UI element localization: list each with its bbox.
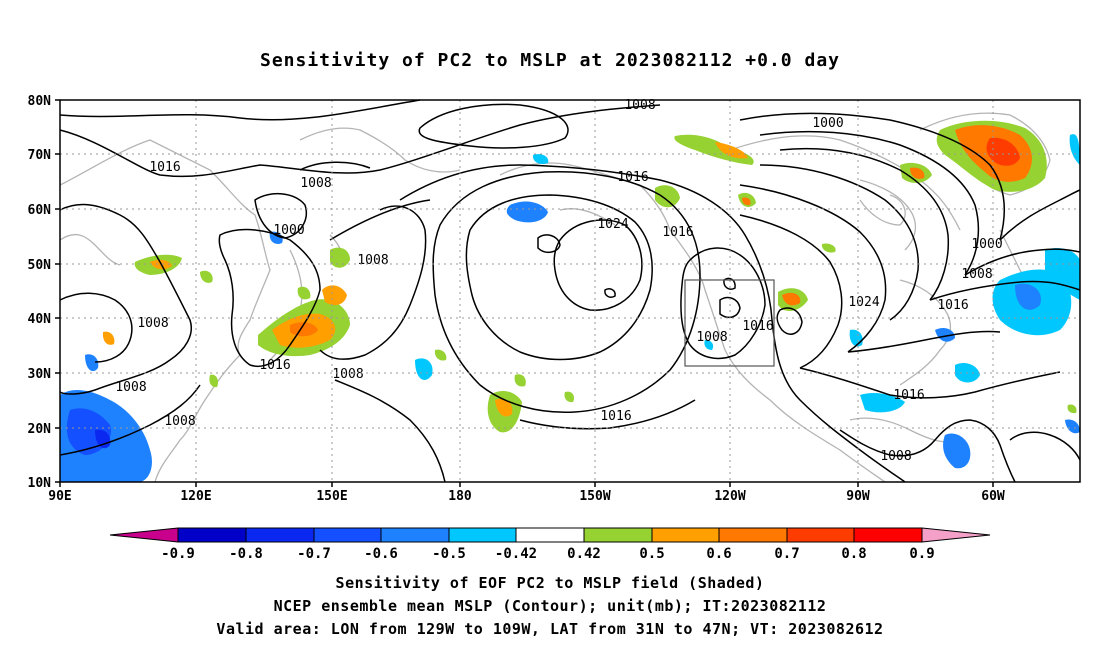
contour-label: 1024: [848, 295, 879, 310]
colorbar-cell: [449, 528, 516, 542]
lon-tick-label: 180: [448, 489, 472, 504]
colorbar-cell: [246, 528, 314, 542]
contour-label: 1000: [273, 223, 304, 238]
chart-title: Sensitivity of PC2 to MSLP at 2023082112…: [259, 50, 840, 71]
lat-tick-label: 60N: [28, 203, 52, 218]
colorbar-cell: [314, 528, 381, 542]
caption-line-3: Valid area: LON from 129W to 109W, LAT f…: [216, 620, 884, 638]
colorbar-label: -0.9: [161, 546, 195, 562]
mslp-contours: [59, 99, 1081, 483]
valid-area-box: [684, 279, 775, 367]
lon-tick-label: 120E: [180, 489, 211, 504]
contour-label: 1016: [662, 225, 693, 240]
lon-tick-label: 90W: [846, 489, 870, 504]
colorbar: -0.9 -0.8 -0.7 -0.6 -0.5 -0.42 0.42 0.5 …: [109, 527, 991, 562]
lon-tick-labels: 90E 120E 150E 180 150W 120W 90W 60W: [48, 489, 1005, 504]
contour-label: 1008: [961, 267, 992, 282]
colorbar-label: -0.5: [432, 546, 466, 562]
colorbar-cell: [854, 528, 922, 542]
contour-label: 1016: [937, 298, 968, 313]
contour-label: 1016: [149, 160, 180, 175]
sensitivity-shading: [60, 120, 1080, 482]
lat-tick-labels: 80N 70N 60N 50N 40N 30N 20N 10N: [28, 94, 52, 491]
map-grid: [60, 100, 1080, 482]
caption-line-2: NCEP ensemble mean MSLP (Contour); unit(…: [273, 597, 827, 615]
colorbar-cell: [922, 528, 990, 542]
contour-label: 1016: [742, 319, 773, 334]
lat-tick-label: 70N: [28, 148, 52, 163]
contour-label: 1008: [880, 449, 911, 464]
contour-label: 1008: [115, 380, 146, 395]
colorbar-cell: [516, 528, 584, 542]
colorbar-label: -0.8: [229, 546, 263, 562]
colorbar-label: 0.7: [774, 546, 799, 562]
caption-line-1: Sensitivity of EOF PC2 to MSLP field (Sh…: [335, 574, 765, 592]
colorbar-cell: [787, 528, 854, 542]
axis-ticks: [55, 99, 994, 487]
contour-label: 1008: [696, 330, 727, 345]
contour-label: 1008: [624, 98, 655, 113]
lat-tick-label: 80N: [28, 94, 52, 109]
contour-label: 1008: [137, 316, 168, 331]
colorbar-label: -0.6: [364, 546, 398, 562]
colorbar-cell: [584, 528, 652, 542]
colorbar-cell: [652, 528, 719, 542]
lat-tick-label: 10N: [28, 476, 52, 491]
colorbar-label: -0.42: [495, 546, 537, 562]
contour-label: 1016: [893, 388, 924, 403]
contour-label: 1000: [971, 237, 1002, 252]
lat-tick-label: 20N: [28, 422, 52, 437]
colorbar-label: -0.7: [297, 546, 331, 562]
contour-label: 1000: [812, 116, 843, 131]
contour-label: 1008: [164, 414, 195, 429]
colorbar-label: 0.5: [639, 546, 664, 562]
contour-label: 1016: [617, 170, 648, 185]
contour-labels: 1008 1016 1008 1000 1008 1016 1024 1016 …: [115, 98, 1002, 464]
lon-tick-label: 150E: [316, 489, 347, 504]
contour-label: 1016: [600, 409, 631, 424]
colorbar-cell: [381, 528, 449, 542]
colorbar-label: 0.6: [706, 546, 731, 562]
contour-label: 1008: [300, 176, 331, 191]
contour-label: 1016: [259, 358, 290, 373]
lat-tick-label: 40N: [28, 312, 52, 327]
colorbar-label: 0.9: [909, 546, 934, 562]
lon-tick-label: 150W: [579, 489, 610, 504]
contour-label: 1008: [357, 253, 388, 268]
lon-tick-label: 90E: [48, 489, 71, 504]
contour-label: 1024: [597, 217, 628, 232]
colorbar-label: 0.42: [567, 546, 601, 562]
lon-tick-label: 120W: [714, 489, 745, 504]
contour-label: 1008: [332, 367, 363, 382]
colorbar-label: 0.8: [841, 546, 866, 562]
map-frame: [59, 99, 1081, 483]
colorbar-cell: [719, 528, 787, 542]
lat-tick-label: 50N: [28, 258, 52, 273]
colorbar-cell: [110, 528, 178, 542]
colorbar-cell: [178, 528, 246, 542]
lon-tick-label: 60W: [981, 489, 1005, 504]
lat-tick-label: 30N: [28, 367, 52, 382]
